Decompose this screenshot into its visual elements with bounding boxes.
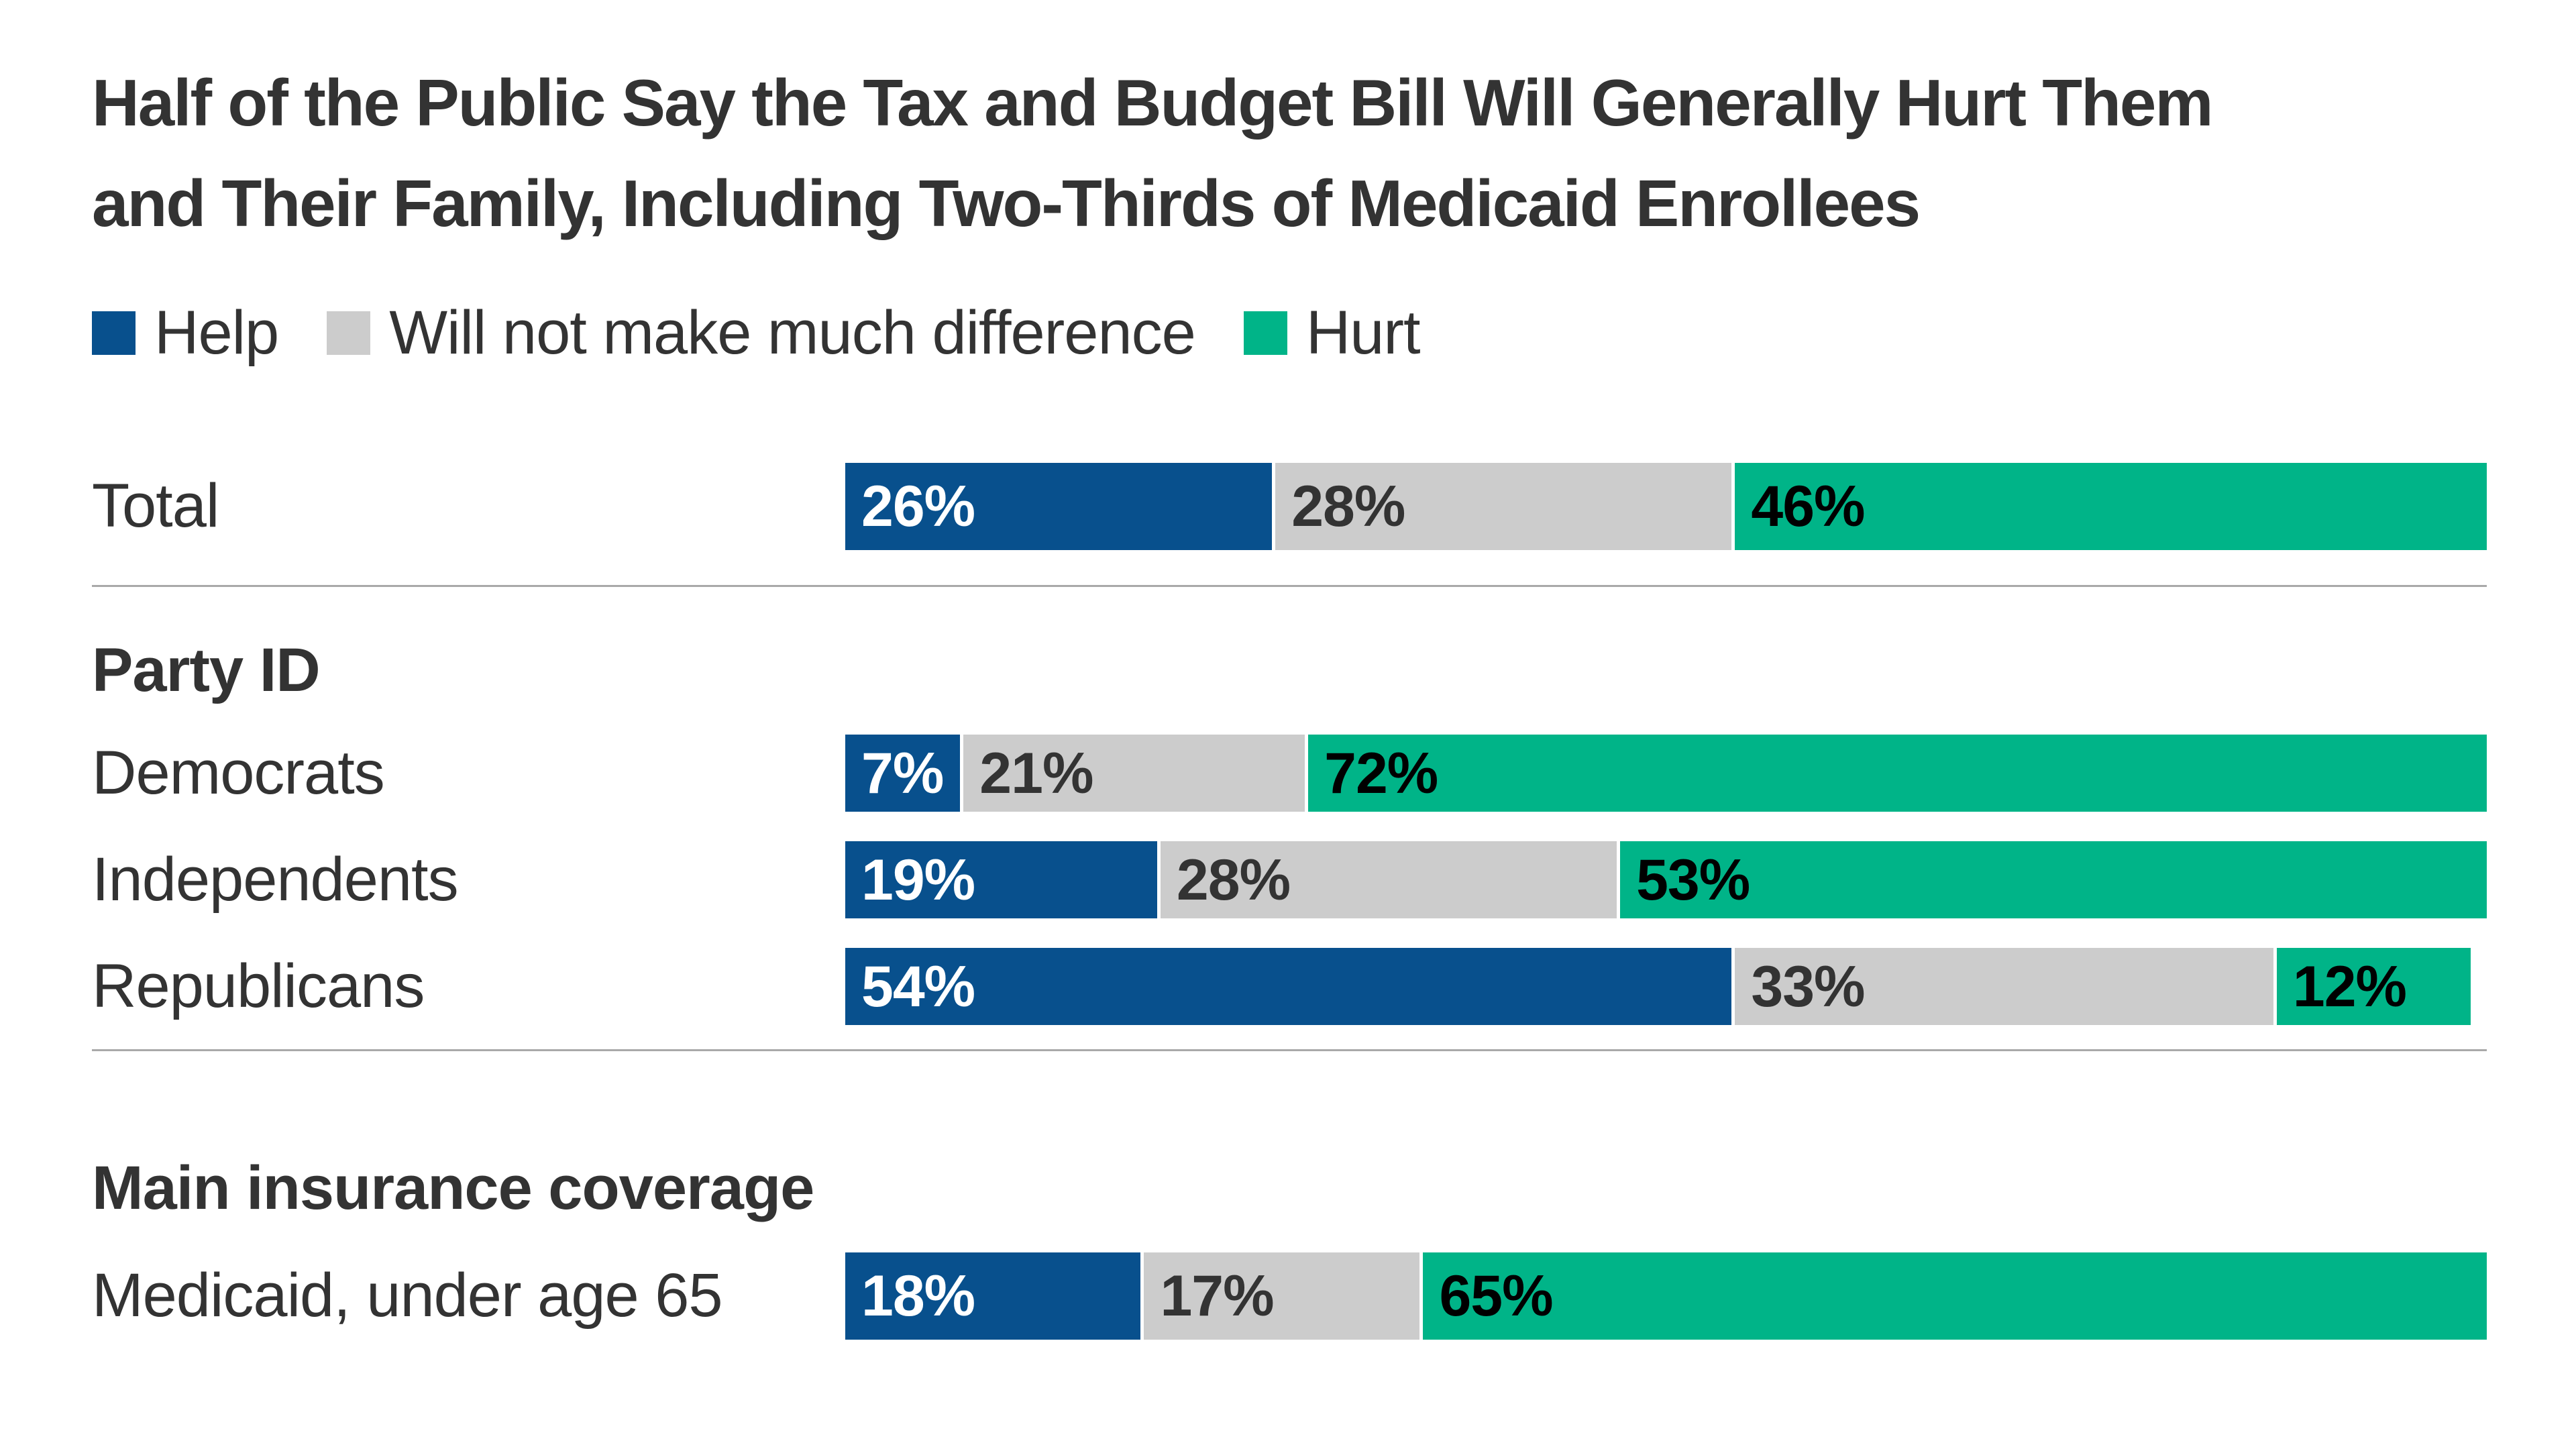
bar-segment-value: 12% — [2292, 954, 2407, 1019]
bar-segment-help: 26% — [845, 463, 1273, 550]
section-divider — [92, 585, 2487, 587]
bar-segment-will-not-make-much-difference: 33% — [1731, 948, 2273, 1025]
legend-item-3: Hurt — [1243, 299, 1421, 367]
bar-track: 7% 21% 72% — [845, 735, 2487, 812]
legend-item-2: Will not make much difference — [327, 299, 1196, 367]
bar-segment-hurt: 53% — [1617, 841, 2487, 918]
chart-row: Republicans 54% 33% 12% — [92, 948, 2487, 1025]
bar-segment-will-not-make-much-difference: 28% — [1272, 463, 1732, 550]
stacked-bar-chart: Total 26% 28% 46% Party ID Democrats 7% 21% 72% I… — [92, 463, 2487, 1340]
bar-segment-will-not-make-much-difference: 17% — [1140, 1252, 1420, 1340]
bar-segment-hurt: 65% — [1419, 1252, 2487, 1340]
legend-item-label: Help — [154, 299, 279, 367]
bar-segment-value: 53% — [1636, 847, 1750, 912]
bar-segment-will-not-make-much-difference: 21% — [960, 735, 1305, 812]
legend-swatch-icon — [92, 311, 136, 355]
bar-track: 26% 28% 46% — [845, 463, 2487, 550]
row-label: Medicaid, under age 65 — [92, 1261, 723, 1330]
row-label: Democrats — [92, 738, 385, 807]
bar-segment-value: 17% — [1160, 1264, 1274, 1328]
row-label: Republicans — [92, 951, 425, 1020]
row-label: Independents — [92, 845, 459, 914]
bar-track: 54% 33% 12% — [845, 948, 2487, 1025]
bar-segment-value: 26% — [861, 474, 975, 539]
chart-title: Half of the Public Say the Tax and Budge… — [92, 52, 2487, 254]
bar-segment-help: 18% — [845, 1252, 1141, 1340]
bar-segment-value: 46% — [1751, 474, 1865, 539]
bar-segment-will-not-make-much-difference: 28% — [1157, 841, 1617, 918]
section-divider — [92, 1049, 2487, 1051]
bar-track: 19% 28% 53% — [845, 841, 2487, 918]
legend-swatch-icon — [327, 311, 371, 355]
group-header: Main insurance coverage — [92, 1154, 814, 1222]
bar-segment-value: 65% — [1439, 1264, 1553, 1328]
bar-segment-help: 54% — [845, 948, 1732, 1025]
bar-segment-value: 19% — [861, 847, 975, 912]
bar-track: 18% 17% 65% — [845, 1252, 2487, 1340]
bar-segment-help: 7% — [845, 735, 961, 812]
bar-segment-value: 18% — [861, 1264, 975, 1328]
bar-segment-value: 7% — [861, 741, 944, 806]
bar-segment-value: 33% — [1751, 954, 1865, 1019]
bar-segment-value: 28% — [1176, 847, 1291, 912]
chart-title-line1: Half of the Public Say the Tax and Budge… — [92, 66, 2214, 140]
legend-item-label: Will not make much difference — [389, 299, 1196, 367]
bar-segment-hurt: 72% — [1305, 735, 2487, 812]
bar-segment-value: 21% — [979, 741, 1093, 806]
bar-segment-value: 54% — [861, 954, 975, 1019]
chart-title-line2: and Their Family, Including Two-Thirds o… — [92, 166, 1921, 240]
group-header: Party ID — [92, 636, 321, 704]
bar-segment-hurt: 12% — [2273, 948, 2471, 1025]
chart-row: Total 26% 28% 46% — [92, 463, 2487, 550]
legend-swatch-icon — [1243, 311, 1287, 355]
legend-item-label: Hurt — [1305, 299, 1421, 367]
bar-segment-help: 19% — [845, 841, 1157, 918]
bar-segment-value: 28% — [1291, 474, 1405, 539]
chart-row: Democrats 7% 21% 72% — [92, 735, 2487, 812]
bar-segment-value: 72% — [1324, 741, 1438, 806]
chart-row: Independents 19% 28% 53% — [92, 841, 2487, 918]
legend: Help Will not make much difference Hurt — [92, 302, 2487, 364]
chart-row: Medicaid, under age 65 18% 17% 65% — [92, 1252, 2487, 1340]
row-label: Total — [92, 472, 219, 541]
legend-item-1: Help — [92, 299, 279, 367]
bar-segment-hurt: 46% — [1731, 463, 2487, 550]
